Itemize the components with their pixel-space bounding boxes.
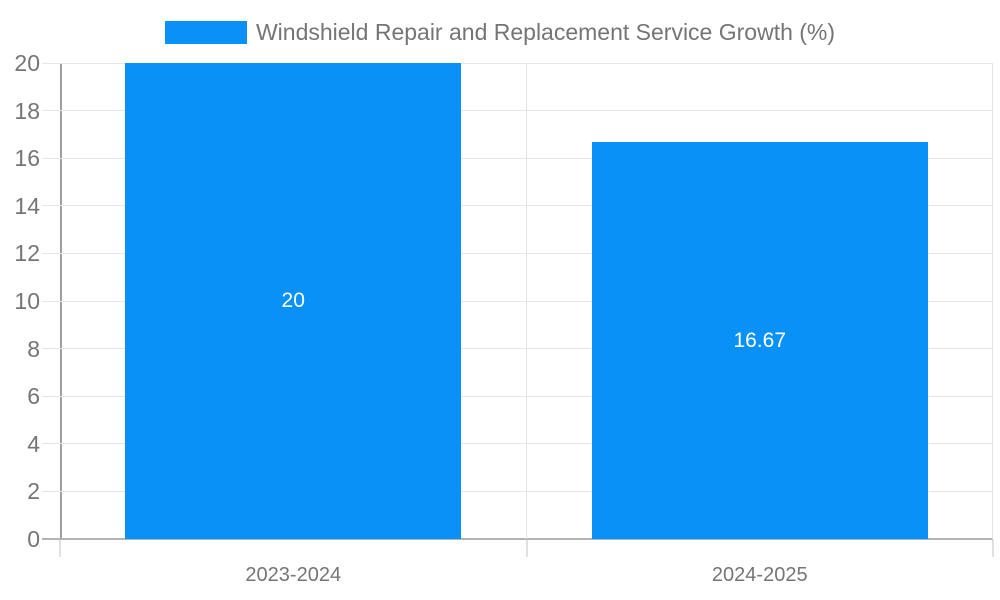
category-separator-gridline	[526, 63, 527, 539]
y-axis-tick-label: 18	[14, 97, 40, 124]
y-axis-tick-label: 14	[14, 192, 40, 219]
bar[interactable]: 20	[125, 63, 462, 539]
bar-value-label: 16.67	[733, 328, 787, 352]
y-axis-tick-label: 0	[27, 526, 40, 552]
y-axis-tick	[42, 252, 60, 254]
y-axis-tick-label: 8	[27, 335, 40, 362]
x-axis-tick	[525, 540, 528, 557]
y-axis-tick-label: 2	[27, 478, 40, 505]
category-separator-gridline	[991, 63, 993, 539]
chart-title: Windshield Repair and Replacement Servic…	[255, 19, 836, 45]
plot-area: 20 16.67	[60, 62, 993, 539]
y-axis-tick	[42, 62, 60, 64]
y-axis-tick-label: 4	[27, 430, 40, 457]
y-axis-tick-label: 16	[14, 145, 40, 172]
y-axis-tick-label: 10	[14, 288, 40, 314]
legend-swatch	[164, 21, 247, 44]
y-axis-tick	[42, 443, 60, 445]
x-axis-tick	[59, 540, 61, 557]
y-axis-tick	[42, 490, 60, 492]
y-axis-tick	[42, 110, 60, 112]
y-axis-tick	[42, 205, 60, 207]
bar-value-label: 20	[281, 289, 305, 312]
y-axis-tick	[42, 395, 60, 397]
y-axis-tick	[42, 348, 60, 350]
chart-legend: Windshield Repair and Replacement Servic…	[0, 21, 1000, 44]
y-axis-tick-label: 20	[14, 50, 40, 76]
x-axis-category-label: 2023-2024	[245, 564, 342, 586]
x-axis-baseline	[42, 538, 993, 540]
bar[interactable]: 16.67	[591, 142, 928, 539]
y-axis-tick-label: 6	[27, 383, 40, 410]
x-axis-tick	[992, 540, 994, 557]
y-axis-tick	[42, 300, 60, 302]
y-axis-tick-label: 12	[14, 240, 40, 267]
y-axis-tick	[42, 157, 60, 159]
x-axis-category-label: 2024-2025	[711, 564, 808, 586]
